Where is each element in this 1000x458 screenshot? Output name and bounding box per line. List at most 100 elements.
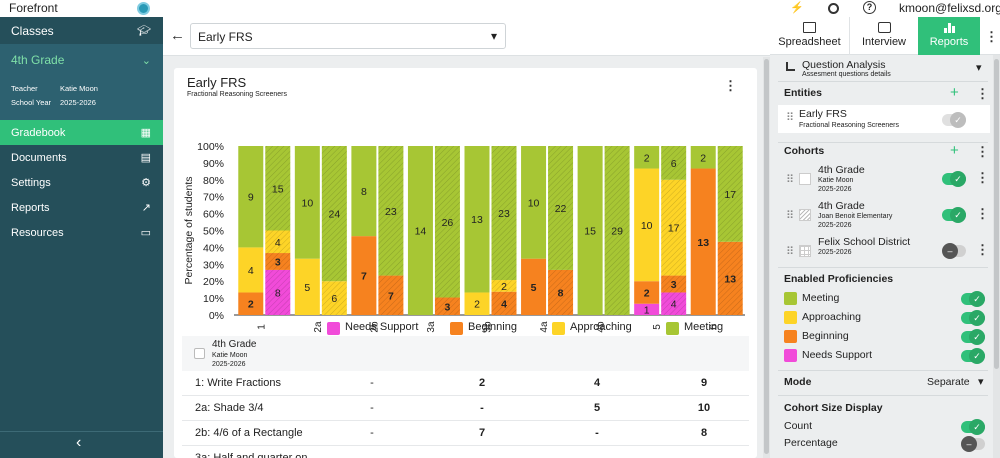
tab-reports[interactable]: Reports (918, 17, 980, 55)
drag-handle-icon[interactable]: ⠿ (786, 246, 795, 258)
class-panel: 4th Grade ⌄ Teacher Katie Moon School Yea… (0, 44, 163, 120)
nav-documents[interactable]: Documents ▤ (0, 145, 163, 170)
add-entity-plus-icon[interactable]: + (950, 84, 959, 101)
cohort-checkbox[interactable] (194, 348, 205, 359)
row-label: 2b: 4/6 of a Rectangle (195, 427, 303, 439)
user-email[interactable]: kmoon@felixsd.org (899, 1, 1000, 15)
cohort-toggle[interactable]: – (942, 243, 966, 259)
bar-segment (294, 258, 320, 315)
left-nav: Classes 🎓︎ 4th Grade ⌄ Teacher Katie Moon… (0, 17, 163, 458)
main-header: ← Early FRS ▾ (163, 17, 770, 56)
year-label: School Year (11, 98, 52, 107)
proficiency-toggle[interactable]: ✓ (961, 310, 985, 326)
palette-icon[interactable] (828, 3, 839, 14)
assessment-select[interactable]: Early FRS ▾ (190, 23, 506, 49)
entity-toggle[interactable]: ✓ (942, 112, 966, 128)
proficiency-label: Meeting (802, 292, 840, 304)
cohort-toggle[interactable]: ✓ (942, 207, 966, 223)
bar-segment (294, 146, 320, 259)
legend: Needs Support Beginning Approaching Meet… (174, 320, 757, 336)
report-type-select[interactable]: Question Analysis Assesment questions de… (778, 57, 988, 81)
cohort-line2: 2025-2026 (818, 222, 852, 229)
size-count-toggle[interactable]: ✓ (961, 419, 985, 435)
right-panel: Spreadsheet Interview Reports ⋮ Question… (770, 17, 1000, 458)
drag-handle-icon[interactable]: ⠿ (786, 210, 795, 222)
bar-segment (351, 236, 377, 315)
y-tick-label: 10% (203, 293, 224, 305)
cohorts-menu-icon[interactable]: ⋮ (976, 144, 989, 159)
nav-reports[interactable]: Reports ↗ (0, 195, 163, 220)
main-scrollbar-thumb[interactable] (764, 59, 769, 454)
proficiency-list: Meeting ✓ Approaching ✓ Beginning ✓ Needs Supp… (778, 289, 993, 369)
add-cohort-plus-icon[interactable]: + (950, 142, 959, 159)
proficiency-toggle[interactable]: ✓ (961, 348, 985, 364)
card-menu-icon[interactable]: ⋮ (724, 78, 737, 93)
bar-segment (464, 292, 490, 315)
row-cell: 8 (700, 427, 708, 439)
row-cell: - (370, 402, 374, 414)
proficiency-swatch (784, 292, 797, 305)
tab-interview[interactable]: Interview (850, 17, 918, 55)
tab-spreadsheet[interactable]: Spreadsheet (770, 17, 850, 55)
panel-menu-icon[interactable]: ⋮ (985, 29, 998, 44)
x-tick-label: 4b (596, 321, 607, 333)
cohort-menu-icon[interactable]: ⋮ (976, 170, 989, 185)
nav-resources[interactable]: Resources ▭ (0, 220, 163, 245)
x-tick-label: 2a (313, 321, 324, 333)
bar-segment-hatch (321, 281, 347, 315)
report-type-subtitle: Assesment questions details (802, 71, 891, 78)
help-icon[interactable]: ? (863, 1, 876, 14)
sep-3 (778, 267, 988, 268)
size-percentage-label: Percentage (784, 437, 838, 449)
main-area: ← Early FRS ▾ Early FRS Fractional Reaso… (163, 17, 770, 458)
top-bar: Forefront ⚡ ? kmoon@felixsd.org (0, 0, 1000, 17)
proficiency-toggle[interactable]: ✓ (961, 329, 985, 345)
nav-gradebook[interactable]: Gradebook ▦ (0, 120, 163, 145)
panel-scrollbar[interactable] (993, 55, 1000, 458)
bar-segment (634, 303, 660, 315)
cohort-toggle[interactable]: ✓ (942, 171, 966, 187)
proficiency-toggle[interactable]: ✓ (961, 291, 985, 307)
cohort-name: Felix School District (818, 236, 911, 248)
row-cell: - (370, 427, 374, 439)
spreadsheet-icon (803, 22, 816, 33)
y-tick-label: 80% (203, 175, 224, 187)
bar-data-label: 4 (275, 237, 281, 249)
size-percentage-toggle[interactable]: – (961, 436, 985, 452)
cohort-menu-icon[interactable]: ⋮ (976, 206, 989, 221)
y-tick-label: 70% (203, 192, 224, 204)
cohort-menu-icon[interactable]: ⋮ (976, 242, 989, 257)
nav-classes[interactable]: Classes 🎓︎ (0, 17, 163, 44)
proficiency-item: Approaching ✓ (778, 308, 993, 327)
legend-swatch-approaching (552, 322, 565, 335)
legend-swatch-needs-support (327, 322, 340, 335)
main-scrollbar[interactable] (763, 57, 770, 458)
bar-segment-hatch (717, 241, 743, 315)
legend-swatch-beginning (450, 322, 463, 335)
bar-segment-hatch (661, 146, 687, 180)
back-arrow-icon[interactable]: ← (170, 27, 185, 44)
bar-segment-hatch (548, 269, 574, 315)
y-tick-label: 50% (203, 226, 224, 238)
chart: Percentage of students 0% 10% 20% 30% 40% 50% 6… (183, 141, 745, 333)
row-label: 1: Write Fractions (195, 377, 281, 389)
y-tick-label: 40% (203, 242, 224, 254)
cohort-swatch (799, 245, 811, 257)
bar-segment-hatch (491, 291, 517, 315)
drag-handle-icon[interactable]: ⠿ (786, 112, 795, 124)
entities-menu-icon[interactable]: ⋮ (976, 86, 989, 101)
collapse-nav-button[interactable]: ‹ (76, 434, 82, 451)
mode-select[interactable]: Separate ▾ (920, 374, 990, 390)
bolt-icon[interactable]: ⚡ (790, 2, 804, 14)
bar-segment (521, 258, 547, 315)
class-name-row[interactable]: 4th Grade ⌄ (0, 52, 163, 68)
y-tick-label: 60% (203, 209, 224, 221)
app-name: Forefront (9, 1, 58, 15)
bar-data-label: 24 (328, 209, 340, 221)
drag-handle-icon[interactable]: ⠿ (786, 174, 795, 186)
bar-data-label: 9 (248, 192, 254, 204)
nav-settings[interactable]: Settings ⚙ (0, 170, 163, 195)
size-count-label: Count (784, 420, 813, 432)
panel-scrollbar-thumb[interactable] (994, 59, 999, 369)
bar-segment (634, 146, 660, 169)
